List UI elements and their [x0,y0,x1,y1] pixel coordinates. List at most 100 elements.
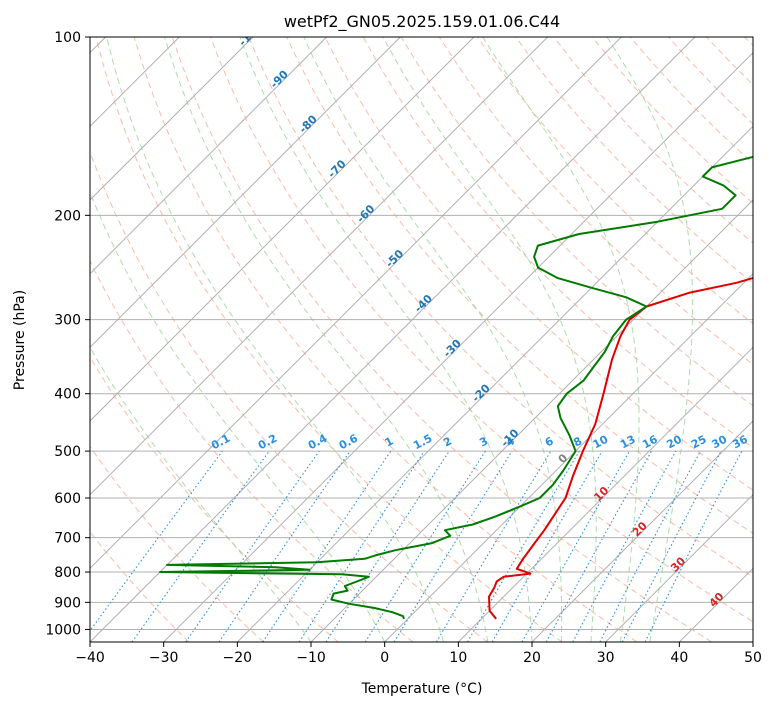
moist-adiabat-line [482,37,640,642]
x-tick-label: −20 [223,650,253,666]
mixing-ratio-line [90,450,223,632]
mixing-ratio-line [521,450,630,642]
isotherm-line [310,199,753,642]
isotherm-line [90,37,696,642]
isotherm-label: -80 [297,112,320,135]
mixing-ratio-line [644,450,743,642]
y-tick-label: 100 [54,30,81,46]
mixing-ratio-label: 25 [689,433,709,452]
y-tick-label: 800 [54,565,81,581]
moist-adiabat-line [239,37,533,642]
moist-adiabat-line [90,346,312,642]
y-tick-label: 500 [54,444,81,460]
isotherm-line [163,51,753,642]
isotherm-line [457,346,753,642]
mixing-ratio-label: 13 [618,433,638,452]
plot-frame [89,36,754,643]
isotherm-line [384,272,753,642]
x-tick-label: −10 [296,650,326,666]
mixing-ratio-line [572,450,677,642]
x-tick-label: 50 [744,650,762,666]
warm-isotherm-label: 20 [630,519,650,539]
y-axis-label: Pressure (hPa) [12,290,28,390]
x-tick-label: 40 [670,650,688,666]
mixing-ratio-label: 0.4 [306,432,330,453]
mixing-ratio-label: 20 [664,433,684,452]
isotherm-line [90,37,401,349]
mixing-ratio-label: 0.2 [256,432,279,453]
dry-adiabat-line [515,37,753,284]
mixing-ratio-line [435,450,552,642]
y-tick-label: 300 [54,313,81,329]
isotherm-label: -70 [325,157,348,180]
warm-isotherm-label: 10 [591,484,611,504]
isotherm-line [678,567,753,642]
dry-adiabat-line [286,37,753,534]
mixing-ratio-label: 6 [543,434,556,449]
dry-adiabat-line [324,37,753,491]
dry-adiabat-line [90,150,488,642]
y-tick-label: 400 [54,387,81,403]
mixing-ratio-label: 3 [477,434,490,449]
moist-adiabat-line [164,37,489,642]
isotherm-label: -50 [383,247,406,270]
x-tick-label: 30 [597,650,615,666]
isotherm-line [90,37,254,201]
isotherm-line [752,641,753,642]
warm-isotherm-label: 40 [707,590,727,610]
mixing-ratio-label: 10 [591,433,611,452]
temperature-profile [488,276,753,620]
axes: −40 −30 −20 −10 0 10 20 30 40 5010020030040050060… [45,30,762,666]
isotherm-line [236,125,753,642]
x-axis-label: Temperature (°C) [361,681,483,697]
isotherm-label: -100 [236,20,265,49]
dry-adiabat-line [744,37,753,47]
x-tick-label: 10 [449,650,467,666]
dry-adiabat-line [90,356,339,642]
isotherm-label: -20 [469,381,492,404]
mixing-ratio-line [545,450,653,642]
dry-adiabat-line [171,37,712,642]
mixing-ratio-line [218,450,351,642]
isotherm-line [531,420,753,642]
mixing-ratio-line [393,450,513,642]
dry-adiabat-line [706,37,753,86]
mixing-ratio-label: 1.5 [411,432,434,453]
y-tick-label: 700 [54,531,81,547]
x-tick-label: 20 [523,650,541,666]
moist-adiabat-line [382,37,597,642]
mixing-ratio-label: 1 [383,434,396,449]
isotherm-label: -60 [354,202,377,225]
mixing-ratio-label: 30 [710,433,730,452]
mixing-ratio-label: 16 [640,433,660,452]
isotherm-line [605,493,753,642]
isotherm-line [90,37,328,275]
moist-adiabat-line [303,37,563,642]
isotherm-label: -40 [412,292,435,315]
dewpoint-profile [159,155,753,620]
y-tick-label: 1000 [45,622,81,638]
isotherm-line [90,37,475,422]
dry-adiabat-line [668,37,753,125]
isotherm-line [90,37,549,496]
dry-adiabat-line [90,259,414,642]
mixing-ratio-line [599,450,701,642]
dry-adiabat-line [553,37,753,244]
dry-adiabat-line [248,37,753,578]
mixing-ratio-line [467,450,580,642]
dry-adiabat-line [90,531,190,642]
mixing-ratio-line [262,450,392,642]
moist-adiabat-line [606,37,694,642]
isotherm-label: -10 [498,426,521,449]
dry-adiabat-line [95,37,563,642]
mixing-ratio-line [298,450,425,642]
chart-title: wetPf2_GN05.2025.159.01.06.C44 [284,12,560,32]
isotherm-label: -30 [441,337,464,360]
mixing-ratio-line [185,450,320,642]
isotherm-line [90,37,622,570]
dry-adiabat-line [210,37,753,623]
y-tick-label: 600 [54,491,81,507]
mixing-ratio-line [364,450,486,642]
mixing-ratio-label: 0.1 [209,432,232,453]
